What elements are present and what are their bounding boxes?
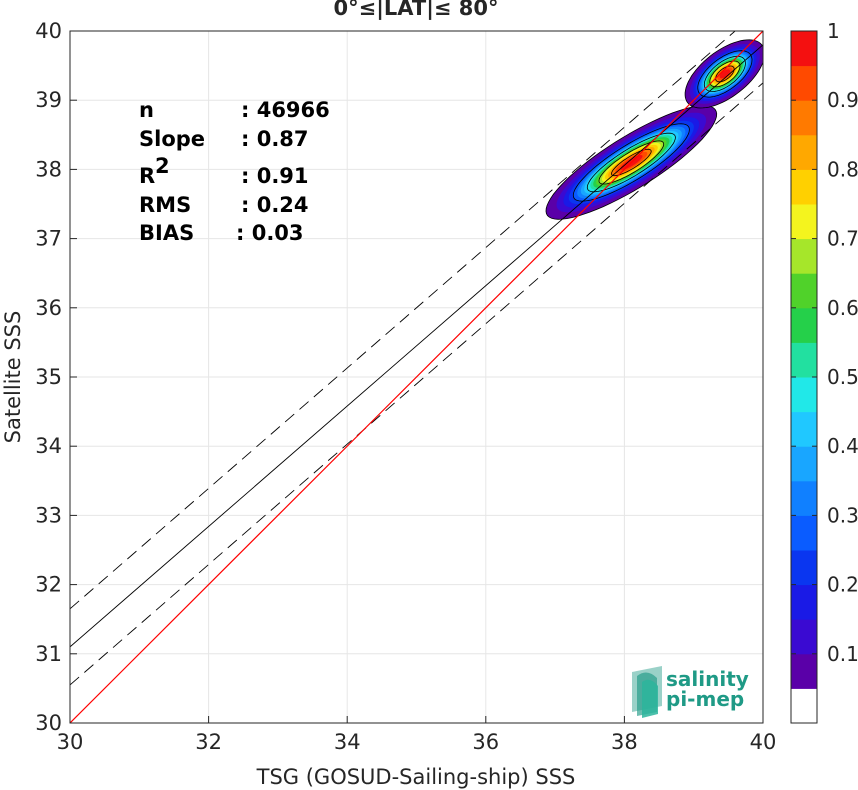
colorbar-band (791, 688, 817, 724)
fit-line (70, 44, 763, 648)
colorbar-band (791, 653, 817, 689)
salinity-pi-mep-logo: salinity pi-mep (632, 666, 749, 718)
y-tick-label: 38 (35, 157, 62, 181)
x-axis-label: TSG (GOSUD-Sailing-ship) SSS (256, 765, 576, 789)
stat-value: : 0.03 (236, 221, 304, 245)
y-tick-label: 36 (35, 296, 62, 320)
colorbar-band (791, 342, 817, 378)
colorbar-band (791, 134, 817, 170)
fit-lower-bound-line (70, 82, 763, 686)
colorbar-band (791, 238, 817, 274)
y-tick-label: 34 (35, 434, 62, 458)
colorbar-tick-label: 0.4 (827, 434, 858, 458)
stat-value: : 0.24 (241, 193, 309, 217)
colorbar-tick-label: 0.3 (827, 503, 858, 527)
x-tick-label: 40 (750, 730, 777, 754)
y-tick-label: 40 (35, 19, 62, 43)
colorbar-tick-label: 1 (827, 19, 840, 43)
density-band (719, 69, 731, 79)
stat-value: : 0.91 (241, 164, 309, 188)
logo-text-line2: pi-mep (666, 687, 744, 711)
y-tick-label: 39 (35, 88, 62, 112)
y-tick-label: 32 (35, 573, 62, 597)
stat-label: BIAS (139, 221, 194, 245)
colorbar-band (791, 204, 817, 240)
y-tick-label: 35 (35, 365, 62, 389)
x-axis: 30 32 34 36 38 40 (57, 716, 777, 754)
stat-label: R (139, 164, 155, 188)
fit-upper-bound-line (70, 31, 736, 610)
stats-box: n : 46966 Slope : 0.87 R 2 : 0.91 RMS : 0.24 BIAS… (139, 98, 330, 245)
colorbar-band (791, 446, 817, 482)
identity-line (70, 31, 763, 723)
logo-text-line1: salinity (666, 667, 749, 691)
colorbar-band (791, 584, 817, 620)
colorbar-band (791, 619, 817, 655)
y-tick-label: 33 (35, 503, 62, 527)
stat-label: RMS (139, 193, 191, 217)
y-axis-label: Satellite SSS (1, 311, 25, 444)
colorbar-tick-label: 0.2 (827, 573, 858, 597)
colorbar-tick-label: 0.6 (827, 296, 858, 320)
stat-value: : 46966 (241, 98, 330, 122)
colorbar-band (791, 377, 817, 413)
colorbar-band (791, 411, 817, 447)
colorbar-band (791, 550, 817, 586)
colorbar-tick-label: 0.7 (827, 227, 858, 251)
y-tick-label: 37 (35, 227, 62, 251)
colorbar-tick-label: 0.1 (827, 642, 858, 666)
density-cluster (684, 39, 763, 109)
x-tick-label: 34 (334, 730, 361, 754)
colorbar-tick-label: 0.8 (827, 157, 858, 181)
colorbar-band (791, 515, 817, 551)
colorbar-band (791, 169, 817, 205)
chart-title: 0°≤|LAT|≤ 80° (333, 0, 498, 21)
colorbar-band (791, 100, 817, 136)
stat-label-superscript: 2 (155, 154, 170, 178)
regression-lines (70, 31, 763, 723)
stat-value: : 0.87 (241, 127, 309, 151)
x-tick-label: 36 (472, 730, 499, 754)
colorbar-band (791, 307, 817, 343)
y-tick-label: 30 (35, 711, 62, 735)
stat-label: n (139, 98, 154, 122)
colorbar-band (791, 65, 817, 101)
colorbar-tick-label: 0.5 (827, 365, 858, 389)
y-tick-label: 31 (35, 642, 62, 666)
colorbar: 0.1 0.2 0.3 0.4 0.5 0.6 0.7 0.8 0.9 1 (790, 19, 858, 724)
x-tick-label: 32 (195, 730, 222, 754)
x-tick-label: 38 (611, 730, 638, 754)
x-tick-label: 30 (57, 730, 84, 754)
stat-label: Slope (139, 127, 205, 151)
y-axis: 30 31 32 33 34 35 36 37 38 39 40 (35, 19, 77, 735)
colorbar-tick-label: 0.9 (827, 88, 858, 112)
colorbar-band (791, 31, 817, 67)
colorbar-band (791, 480, 817, 516)
colorbar-band (791, 273, 817, 309)
